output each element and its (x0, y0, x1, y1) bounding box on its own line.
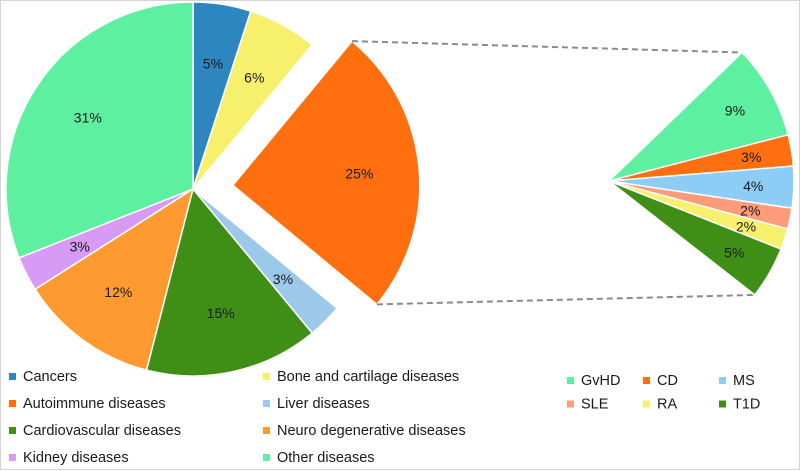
legend-label: Cancers (23, 369, 77, 385)
slice-label-other-diseases: 31% (74, 110, 102, 126)
sub-legend: GvHD CD MS SLE RA T1D (567, 373, 760, 413)
legend-swatch (263, 373, 270, 380)
slice-neuro-degenerative-diseases (34, 187, 195, 372)
sub-slice-label-sle: 2% (740, 202, 760, 218)
legend-swatch (9, 454, 16, 461)
legend-item-kidney-diseases: Kidney diseases (9, 450, 129, 466)
sub-legend-swatch (719, 400, 726, 408)
sub-legend-label: GvHD (581, 373, 620, 389)
legend-swatch (9, 373, 16, 380)
sub-slice-label-cd: 3% (741, 149, 761, 165)
legend-label: Other diseases (277, 450, 375, 466)
legend-item-liver-diseases: Liver diseases (263, 396, 370, 412)
legend-label: Liver diseases (277, 396, 370, 412)
sub-legend-label: MS (733, 373, 755, 389)
sub-legend-item-t1d: T1D (719, 397, 760, 413)
legend-label: Bone and cartilage diseases (277, 369, 459, 385)
slice-label-neuro-degenerative-diseases: 12% (104, 284, 132, 300)
slice-autoimmune-diseases (231, 40, 421, 306)
legend-item-autoimmune-diseases: Autoimmune diseases (9, 396, 166, 412)
sub-slice-label-ms: 4% (743, 178, 763, 194)
sub-legend-item-gvhd: GvHD (567, 373, 620, 389)
legend-item-cardiovascular-diseases: Cardiovascular diseases (9, 423, 181, 439)
sub-legend-label: T1D (733, 397, 760, 413)
sub-slice-gvhd (606, 51, 790, 183)
legend-swatch (9, 427, 16, 434)
sub-slice-label-ra: 2% (736, 218, 756, 234)
legend-item-other-diseases: Other diseases (263, 450, 375, 466)
legend-label: Kidney diseases (23, 450, 129, 466)
slice-other-diseases (5, 1, 194, 259)
sub-legend-item-ms: MS (719, 373, 755, 389)
legend-label: Autoimmune diseases (23, 396, 166, 412)
sub-slice-t1d (608, 180, 782, 296)
sub-pie: 9% 3% 4% 2%2% 5% (606, 51, 795, 296)
slice-label-bone-and-cartilage-diseases: 6% (244, 70, 264, 86)
slice-bone-and-cartilage-diseases (192, 10, 314, 190)
sub-legend-item-cd: CD (643, 373, 678, 389)
sub-legend-swatch (567, 377, 574, 384)
sub-legend-swatch (567, 400, 574, 408)
sub-legend-swatch (643, 400, 650, 408)
slice-label-liver-diseases: 3% (273, 271, 293, 287)
legend-item-bone-and-cartilage-diseases: Bone and cartilage diseases (263, 369, 459, 385)
legend-item-neuro-degenerative-diseases: Neuro degenerative diseases (263, 423, 466, 439)
slice-label-autoimmune-diseases: 25% (345, 165, 373, 181)
sub-legend-label: CD (657, 373, 678, 389)
legend-label: Neuro degenerative diseases (277, 423, 466, 439)
slice-label-kidney-diseases: 3% (70, 239, 90, 255)
sub-legend-item-ra: RA (643, 397, 677, 413)
sub-slice-label-gvhd: 9% (725, 103, 745, 119)
connector-line-top (351, 40, 743, 54)
legend-swatch (9, 400, 16, 407)
slice-cardiovascular-diseases (145, 187, 314, 377)
legend-swatch (263, 427, 270, 434)
main-pie: 5% 6% 25% 3% 15% 12% 3% 31% (5, 1, 421, 377)
sub-legend-item-sle: SLE (567, 397, 609, 413)
legend-swatch (263, 400, 270, 407)
sub-slice-label-t1d: 5% (724, 245, 744, 261)
slice-label-cancers: 5% (203, 55, 223, 71)
sub-legend-label: RA (657, 397, 677, 413)
slice-label-cardiovascular-diseases: 15% (207, 305, 235, 321)
connector-lines (351, 40, 755, 306)
legend-swatch (263, 454, 270, 461)
sub-legend-label: SLE (581, 397, 609, 413)
legend-item-cancers: Cancers (9, 369, 77, 385)
connector-line-bottom (376, 293, 755, 306)
sub-legend-swatch (643, 377, 650, 384)
main-legend: Cancers Bone and cartilage diseases Autoim… (9, 369, 466, 466)
legend-label: Cardiovascular diseases (23, 423, 181, 439)
sub-legend-swatch (719, 377, 726, 384)
